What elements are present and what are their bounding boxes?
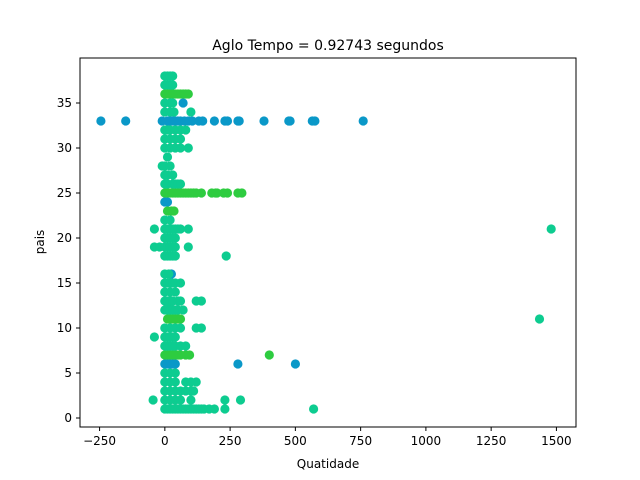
y-axis: 0 5 10 15 20 25 30 35	[57, 96, 80, 425]
data-point	[259, 116, 269, 126]
data-point	[196, 296, 206, 306]
x-tick-label: 250	[219, 434, 242, 448]
data-point	[181, 125, 191, 135]
data-point	[183, 224, 193, 234]
data-point	[168, 98, 178, 108]
data-point	[264, 350, 274, 360]
y-tick-label: 25	[57, 186, 72, 200]
data-point	[220, 395, 230, 405]
data-point	[148, 395, 158, 405]
data-point	[183, 89, 193, 99]
data-point	[175, 179, 186, 189]
data-point	[290, 359, 300, 369]
x-tick-label: 500	[284, 434, 307, 448]
data-point	[165, 215, 175, 225]
data-point	[234, 116, 244, 126]
data-point	[212, 188, 222, 198]
x-tick-label: 1500	[541, 434, 572, 448]
data-point	[170, 287, 180, 297]
data-point	[169, 206, 179, 216]
data-point	[209, 116, 219, 126]
data-point	[178, 98, 188, 108]
data-point	[222, 116, 233, 126]
data-point	[121, 116, 131, 126]
data-point	[175, 134, 186, 144]
y-tick-label: 10	[57, 321, 72, 335]
data-point	[175, 323, 186, 333]
x-tick-label: 1000	[411, 434, 442, 448]
data-point	[235, 395, 246, 405]
y-axis-label: pais	[33, 230, 47, 255]
data-point	[175, 395, 186, 405]
data-point	[285, 116, 295, 126]
data-point	[170, 233, 180, 243]
data-point	[175, 296, 186, 306]
data-point	[181, 341, 191, 351]
data-point	[170, 242, 180, 252]
data-point	[183, 143, 193, 153]
x-tick-label: −250	[83, 434, 116, 448]
data-point	[220, 404, 230, 414]
data-point	[175, 224, 186, 234]
points-layer	[96, 71, 556, 414]
data-point	[168, 71, 178, 81]
data-point	[237, 188, 247, 198]
x-axis-label: Quatidade	[297, 457, 359, 471]
data-point	[164, 269, 174, 279]
data-point	[189, 386, 199, 396]
data-point	[196, 188, 206, 198]
data-point	[196, 323, 206, 333]
data-point	[358, 116, 368, 126]
data-point	[175, 143, 186, 153]
x-axis: −250 0 250 500 750 1000 1250 1500	[83, 427, 572, 448]
data-point	[546, 224, 556, 234]
data-point	[191, 377, 201, 387]
y-tick-label: 35	[57, 96, 72, 110]
data-point	[198, 116, 208, 126]
data-point	[187, 116, 197, 126]
data-point	[183, 242, 193, 252]
data-point	[170, 377, 180, 387]
data-point	[186, 107, 196, 117]
data-point	[162, 152, 173, 162]
data-point	[175, 314, 186, 324]
x-tick-label: 1250	[476, 434, 507, 448]
data-point	[149, 224, 159, 234]
y-tick-label: 15	[57, 276, 72, 290]
chart-title: Aglo Tempo = 0.92743 segundos	[212, 38, 444, 54]
data-point	[170, 359, 180, 369]
data-point	[178, 305, 188, 315]
data-point	[209, 404, 219, 414]
data-point	[233, 359, 243, 369]
data-point	[222, 188, 233, 198]
data-point	[170, 332, 180, 342]
data-point	[185, 350, 195, 360]
y-tick-label: 5	[64, 366, 72, 380]
data-point	[165, 161, 175, 171]
data-point	[186, 395, 196, 405]
x-tick-label: 0	[161, 434, 169, 448]
x-tick-label: 750	[349, 434, 372, 448]
plot-frame	[79, 57, 577, 428]
data-point	[170, 368, 180, 378]
data-point	[149, 332, 159, 342]
data-point	[221, 251, 231, 261]
data-point	[175, 278, 186, 288]
data-point	[310, 116, 320, 126]
data-point	[168, 80, 178, 90]
data-point	[309, 404, 319, 414]
data-point	[534, 314, 545, 324]
data-point	[168, 170, 178, 180]
data-point	[162, 197, 173, 207]
data-point	[169, 107, 179, 117]
data-point	[170, 251, 180, 261]
y-tick-label: 20	[57, 231, 72, 245]
y-tick-label: 30	[57, 141, 72, 155]
y-tick-label: 0	[64, 411, 72, 425]
data-point	[96, 116, 106, 126]
